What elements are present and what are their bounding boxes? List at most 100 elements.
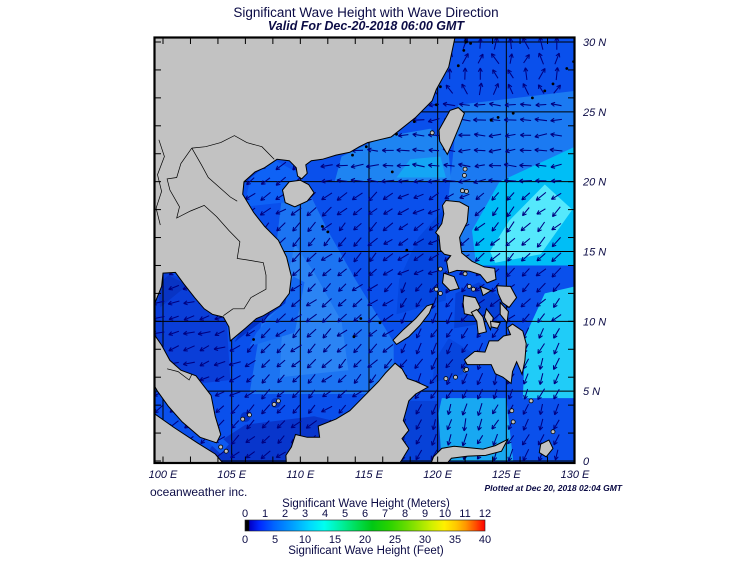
meters-tick-label: 11 [459,508,470,520]
wave-direction-arrow [506,192,515,201]
wave-direction-arrow [307,343,316,354]
wave-direction-arrow [521,192,531,201]
wave-direction-arrow [537,52,544,65]
wave-direction-arrow [307,404,316,414]
landmass-palawan [392,303,434,346]
wave-direction-arrow [320,405,333,413]
wave-direction-arrow [537,84,545,94]
wave-direction-arrow [523,388,529,400]
wave-direction-arrow [199,315,210,321]
wave-direction-arrow [382,222,394,232]
wave-direction-arrow [445,328,453,338]
wave-direction-arrow [260,177,271,185]
wave-direction-arrow [538,373,544,385]
wave-direction-arrow [321,178,333,184]
wave-direction-arrow [460,313,469,323]
wave-direction-arrow [292,268,301,277]
wave-height-band [432,338,477,383]
small-island [528,398,534,404]
wave-direction-arrow [431,419,437,431]
wave-direction-arrow [291,298,302,308]
wave-direction-arrow [276,404,286,414]
wave-direction-arrow [321,192,333,201]
wave-direction-arrow [369,252,377,263]
landmass-mindanao [463,323,527,385]
landmass-halmahera [538,439,554,458]
wave-direction-arrow [488,133,502,139]
wave-direction-arrow [535,298,547,307]
wave-direction-arrow [412,162,425,168]
wave-direction-arrow [473,132,486,138]
wave-direction-arrow [415,328,422,339]
wave-direction-arrow [413,222,424,232]
landmass-hainan [281,179,315,208]
wave-direction-arrow [320,253,333,261]
wave-direction-arrow [427,208,440,215]
wave-direction-arrow [351,390,363,398]
wave-direction-arrow [381,178,395,184]
lat-label: 5 N [583,386,600,398]
wave-direction-arrow [492,82,500,95]
colorbar-meters-ticks: 0 1 2 3 4 5 6 7 8 9 10 11 12 [242,508,491,520]
wave-direction-arrow [182,330,195,336]
small-island [464,188,469,194]
wave-direction-arrow [503,162,517,168]
wave-direction-arrow [474,222,486,231]
wave-direction-arrow [168,315,179,321]
wave-direction-arrow [458,148,471,154]
wave-direction-arrow [353,237,362,247]
wave-direction-arrow [337,313,347,323]
wave-direction-arrow [261,359,271,369]
wave-direction-arrow [368,343,378,354]
wave-direction-arrow [458,162,471,168]
wave-direction-arrow [199,360,210,367]
feet-tick-label: 15 [329,534,341,546]
wave-height-band [279,244,349,378]
wave-direction-arrow [551,314,562,322]
wave-direction-arrow [522,448,530,462]
islet-speck [469,42,472,45]
wave-direction-arrow [292,404,301,414]
wave-direction-arrow [492,69,499,79]
wave-direction-arrow [493,38,499,50]
wave-direction-arrow [182,361,195,367]
wave-direction-arrow [553,449,559,461]
wave-direction-arrow [534,117,548,123]
wave-direction-arrow [366,177,379,183]
wave-direction-arrow [550,117,562,123]
feet-tick-label: 20 [359,534,371,546]
wave-direction-arrow [383,208,393,215]
wave-direction-arrow [246,374,255,383]
wave-direction-arrow [504,102,516,108]
wave-direction-arrow [398,238,409,246]
wave-direction-arrow [427,178,440,184]
wave-direction-arrow [552,283,561,293]
lon-label: 115 E [355,469,384,481]
map-frame [153,36,576,465]
wave-direction-arrow [538,328,544,339]
wave-direction-arrow [478,82,484,96]
wave-direction-arrow [551,252,562,263]
landmass-sulawesi [431,438,509,462]
wave-direction-arrow [367,313,378,323]
wave-direction-arrow [321,359,333,369]
wave-direction-arrow [537,221,546,233]
wave-direction-arrow [290,207,302,216]
wave-direction-arrow [523,67,529,80]
wave-direction-arrow [245,329,255,337]
landmass-masbate [479,285,493,297]
wave-direction-arrow [199,345,210,352]
meters-tick-label: 12 [479,508,491,520]
wave-direction-arrow [214,330,225,337]
wave-direction-arrow [430,328,438,338]
wave-direction-arrow [399,297,407,309]
islet-speck [390,170,394,174]
lon-label: 100 E [149,469,178,481]
feet-tick-label: 10 [299,534,311,546]
wave-direction-arrow [307,268,316,277]
wave-direction-arrow [521,434,530,446]
wave-direction-arrow [353,343,362,354]
feet-tick-label: 25 [389,534,401,546]
wave-direction-arrow [306,328,317,338]
wave-direction-arrow [521,313,530,323]
